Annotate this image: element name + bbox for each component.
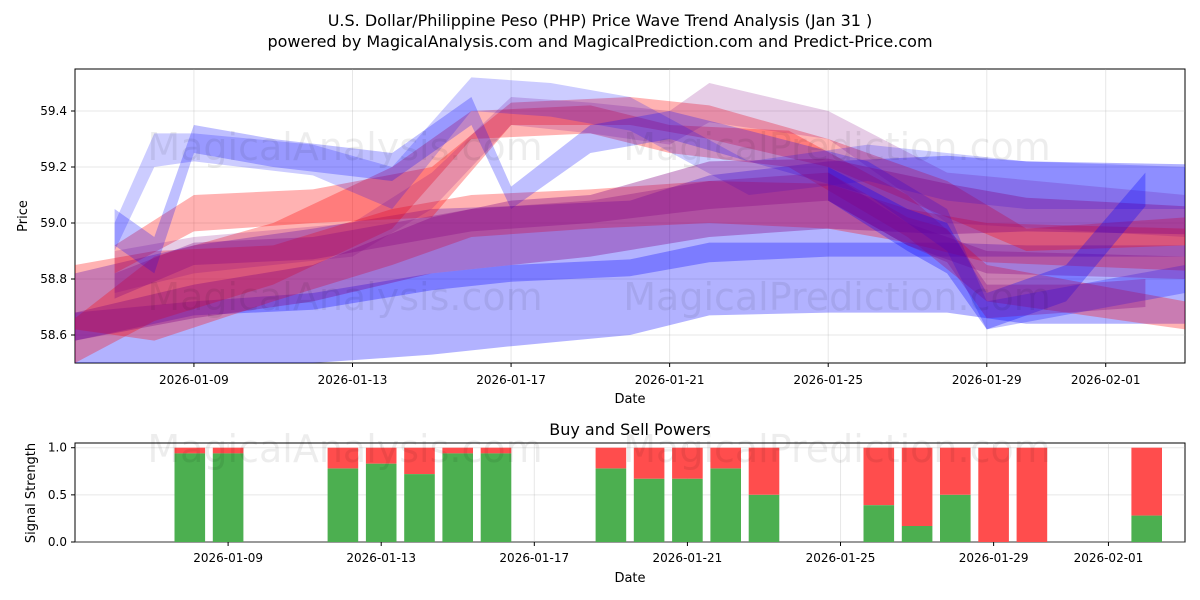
x-tick-label: 2026-01-29	[952, 373, 1022, 387]
wave-band-purple-2	[114, 172, 1185, 299]
buy-bar	[672, 478, 703, 542]
wave-bands	[75, 77, 1185, 363]
main-y-axis-label: Price	[16, 200, 31, 232]
main-x-axis-label: Date	[614, 392, 645, 407]
buy-bar	[1131, 515, 1162, 542]
wave-band-red-2	[75, 105, 1185, 363]
watermark-text: MagicalPrediction.com	[623, 125, 1051, 169]
buy-bar	[327, 468, 359, 542]
buy-bar	[442, 453, 473, 542]
wave-band-blue-mid	[75, 242, 1185, 341]
wave-band-purple-1	[114, 83, 1185, 293]
wave-band-blue-upper-1	[114, 77, 1185, 251]
y-tick-label: 59.4	[40, 104, 67, 118]
watermark-text: MagicalAnalysis.com	[147, 275, 542, 319]
main-watermarks: MagicalAnalysis.com MagicalPrediction.co…	[147, 125, 1050, 319]
watermark-text: MagicalPrediction.com	[623, 427, 1051, 471]
buy-bar	[633, 478, 665, 542]
y-tick-label: 0.5	[48, 488, 67, 502]
y-tick-label: 58.8	[40, 272, 67, 286]
y-tick-label: 59.2	[40, 160, 67, 174]
sell-bar	[365, 447, 397, 464]
bar-y-axis-label: Signal Strength	[24, 443, 39, 543]
buy-bar	[595, 468, 627, 542]
buy-bar	[174, 453, 206, 542]
bar-x-ticks: 2026-01-09 2026-01-13 2026-01-17 2026-01-21…	[193, 542, 1143, 565]
buy-bar	[480, 453, 512, 542]
x-tick-label: 2026-01-17	[499, 551, 569, 565]
wave-band-blue-lower	[75, 155, 1185, 363]
main-gridlines	[75, 69, 1185, 363]
watermark-text: MagicalPrediction.com	[623, 275, 1051, 319]
y-tick-label: 0.0	[48, 535, 67, 549]
sell-bar	[174, 447, 206, 454]
bar-x-axis-label: Date	[614, 571, 645, 586]
sell-bar	[480, 447, 512, 454]
bar-chart-title: Buy and Sell Powers	[549, 420, 711, 439]
chart-title: U.S. Dollar/Philippine Peso (PHP) Price …	[328, 11, 873, 30]
x-tick-label: 2026-01-21	[653, 551, 723, 565]
sell-bar	[1016, 447, 1048, 542]
x-tick-label: 2026-01-09	[159, 373, 229, 387]
x-tick-label: 2026-01-17	[476, 373, 546, 387]
wave-band-blue-upper-2	[114, 97, 1185, 330]
sell-bar	[327, 447, 359, 469]
sell-bar	[863, 447, 895, 506]
sell-bar	[978, 447, 1009, 542]
buy-bar	[710, 468, 741, 542]
y-tick-label: 58.6	[40, 328, 67, 342]
bar-y-ticks: 0.0 0.5 1.0	[48, 441, 75, 549]
y-tick-label: 1.0	[48, 441, 67, 455]
wave-band-red-1	[75, 181, 1185, 341]
chart-subtitle: powered by MagicalAnalysis.com and Magic…	[267, 32, 932, 51]
watermark-text: MagicalAnalysis.com	[147, 125, 542, 169]
sell-bar	[404, 447, 435, 475]
x-tick-label: 2026-01-21	[635, 373, 705, 387]
wave-band-purple-main	[75, 158, 1185, 341]
x-tick-label: 2026-01-09	[193, 551, 263, 565]
sell-bar	[940, 447, 971, 495]
buy-bar	[404, 474, 435, 542]
x-tick-label: 2026-01-25	[806, 551, 876, 565]
x-tick-label: 2026-02-01	[1074, 551, 1144, 565]
x-tick-label: 2026-01-13	[346, 551, 416, 565]
price-wave-chart: MagicalAnalysis.com MagicalPrediction.co…	[16, 68, 1186, 407]
sell-bar	[710, 447, 741, 469]
x-tick-label: 2026-02-01	[1071, 373, 1141, 387]
watermark-text: MagicalAnalysis.com	[147, 427, 542, 471]
y-tick-label: 59.0	[40, 216, 67, 230]
main-x-ticks: 2026-01-09 2026-01-13 2026-01-17 2026-01-21…	[159, 363, 1141, 387]
x-tick-label: 2026-01-13	[318, 373, 388, 387]
buy-bar	[748, 494, 780, 542]
buy-bar	[365, 463, 397, 542]
wave-band-blue-tail	[828, 167, 1146, 330]
main-plot-frame	[74, 68, 1186, 364]
main-y-ticks: 58.6 58.8 59.0 59.2 59.4	[40, 104, 75, 342]
buy-bar	[212, 453, 244, 542]
sell-bar	[442, 447, 473, 454]
buy-bar	[863, 505, 895, 542]
sell-bar	[212, 447, 244, 454]
buy-sell-chart: Buy and Sell Powers MagicalAnalysis.com …	[24, 420, 1186, 586]
sell-bar	[748, 447, 780, 495]
wave-band-purple-tail	[828, 172, 1146, 319]
x-tick-label: 2026-01-25	[793, 373, 863, 387]
sell-bar	[595, 447, 627, 469]
bar-watermarks: MagicalAnalysis.com MagicalPrediction.co…	[147, 427, 1050, 471]
bar-plot-frame	[74, 442, 1186, 543]
sell-bar	[672, 447, 703, 479]
sell-bar	[901, 447, 933, 526]
sell-bar	[1131, 447, 1162, 516]
buy-bar	[940, 494, 971, 542]
signal-bars	[174, 447, 1162, 542]
buy-bar	[901, 526, 933, 542]
x-tick-label: 2026-01-29	[959, 551, 1029, 565]
sell-bar	[633, 447, 665, 479]
